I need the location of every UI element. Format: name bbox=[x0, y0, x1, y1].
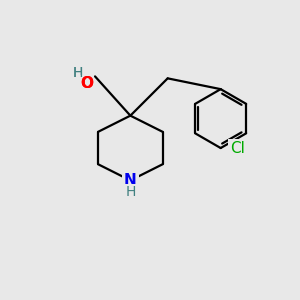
Text: H: H bbox=[72, 66, 82, 80]
Text: N: N bbox=[124, 173, 137, 188]
Text: Cl: Cl bbox=[230, 140, 245, 155]
Text: O: O bbox=[81, 76, 94, 91]
Text: H: H bbox=[125, 185, 136, 199]
Text: H: H bbox=[72, 66, 82, 80]
Text: O: O bbox=[81, 76, 94, 91]
